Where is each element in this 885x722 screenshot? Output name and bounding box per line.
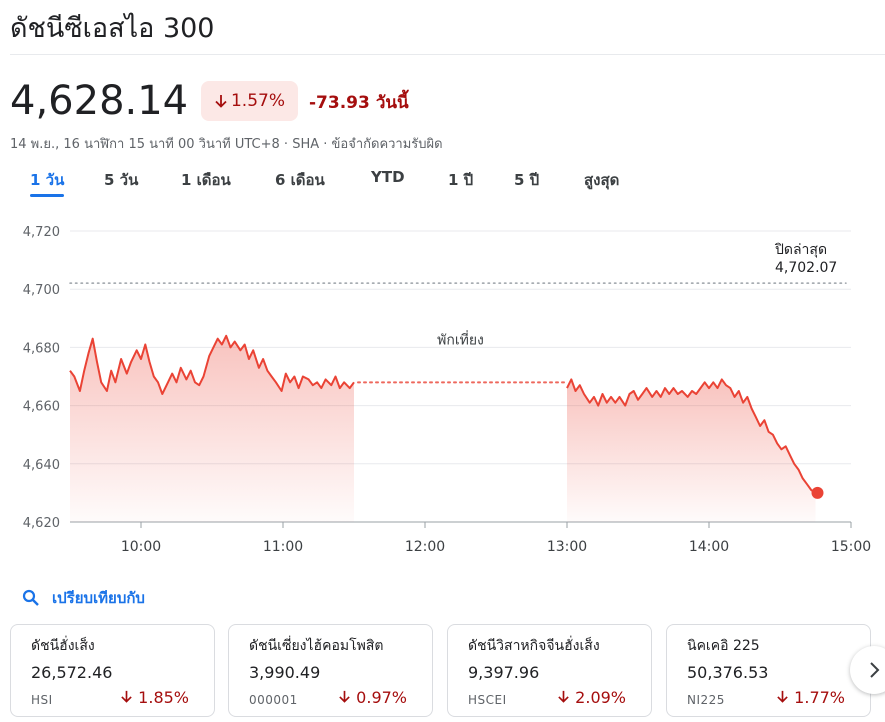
- arrow-down-icon: [558, 690, 569, 703]
- card-change-value: 2.09%: [575, 688, 626, 707]
- x-tick-label: 10:00: [121, 539, 161, 555]
- compare-label: เปรียบเทียบกับ: [52, 589, 145, 607]
- lunch-break-label: พักเที่ยง: [437, 330, 484, 348]
- card-name: ดัชนีฮั่งเส็ง: [31, 638, 95, 654]
- card-change-value: 1.77%: [794, 688, 845, 707]
- y-tick-label: 4,640: [23, 458, 60, 473]
- compare-link[interactable]: เปรียบเทียบกับ: [22, 586, 145, 610]
- previous-close-label: ปิดล่าสุด: [775, 242, 828, 258]
- price-line-morning: [69, 334, 355, 395]
- tab-1d[interactable]: 1 วัน: [30, 168, 65, 197]
- arrow-down-icon: [121, 690, 132, 703]
- card-ticker: NI225: [687, 693, 725, 707]
- quote-meta: 14 พ.ย., 16 นาฬิกา 15 นาที 00 วินาที UTC…: [10, 137, 443, 152]
- price-chart[interactable]: 4,720 4,700 4,680 4,660 4,640 4,620 10:00 11:00…: [0, 205, 885, 570]
- card-ticker: HSCEI: [468, 693, 507, 707]
- card-price: 50,376.53: [687, 663, 769, 682]
- x-tick-label: 12:00: [405, 539, 445, 555]
- range-tabs: 1 วัน 5 วัน 1 เดือน 6 เดือน YTD 1 ปี 5 ป…: [0, 168, 885, 198]
- x-tick-label: 14:00: [689, 539, 729, 555]
- tab-1m[interactable]: 1 เดือน: [181, 171, 231, 189]
- title-divider: [10, 54, 885, 55]
- last-price-dot: [811, 486, 824, 499]
- card-change: 1.77%: [776, 688, 845, 707]
- card-price: 26,572.46: [31, 663, 113, 682]
- tab-1y[interactable]: 1 ปี: [448, 171, 474, 189]
- x-tick-label: 13:00: [547, 539, 587, 555]
- change-percent-badge: 1.57%: [201, 81, 298, 121]
- card-name: ดัชนีวิสาหกิจจีนฮั่งเส็ง: [468, 638, 600, 654]
- change-absolute-value: -73.93: [309, 93, 370, 113]
- y-tick-label: 4,720: [23, 225, 60, 240]
- card-change: 1.85%: [120, 688, 189, 707]
- card-change: 0.97%: [338, 688, 407, 707]
- arrow-down-icon: [777, 690, 788, 703]
- search-icon: [22, 589, 39, 606]
- compare-card-hsi[interactable]: ดัชนีฮั่งเส็ง 26,572.46 HSI 1.85%: [10, 624, 215, 717]
- next-cards-button[interactable]: [850, 646, 885, 694]
- compare-card-hscei[interactable]: ดัชนีวิสาหกิจจีนฮั่งเส็ง 9,397.96 HSCEI …: [447, 624, 652, 717]
- card-ticker: 000001: [249, 693, 298, 707]
- card-price: 3,990.49: [249, 663, 321, 682]
- x-tick-label: 11:00: [263, 539, 303, 555]
- card-change: 2.09%: [557, 688, 626, 707]
- card-change-value: 0.97%: [356, 688, 407, 707]
- y-tick-label: 4,620: [23, 516, 60, 531]
- area-fill-afternoon: [567, 379, 816, 522]
- card-name: นิคเคอิ 225: [687, 638, 760, 654]
- tab-max[interactable]: สูงสุด: [584, 171, 620, 189]
- arrow-down-icon: [215, 95, 227, 108]
- arrow-down-icon: [339, 690, 350, 703]
- current-price: 4,628.14: [10, 78, 189, 124]
- compare-card-000001[interactable]: ดัชนีเซี่ยงไฮ้คอมโพสิต 3,990.49 000001 0…: [228, 624, 433, 717]
- change-absolute: -73.93 วันนี้: [309, 89, 409, 116]
- previous-close-value: 4,702.07: [775, 260, 837, 276]
- x-tick-label: 15:00: [831, 539, 871, 555]
- tab-ytd[interactable]: YTD: [371, 168, 405, 186]
- tab-6m[interactable]: 6 เดือน: [275, 171, 325, 189]
- price-line-afternoon: [566, 378, 817, 494]
- card-name: ดัชนีเซี่ยงไฮ้คอมโพสิต: [249, 638, 384, 654]
- card-change-value: 1.85%: [138, 688, 189, 707]
- tab-5d[interactable]: 5 วัน: [104, 171, 139, 189]
- card-price: 9,397.96: [468, 663, 540, 682]
- y-tick-label: 4,660: [23, 400, 60, 415]
- change-period: วันนี้: [375, 93, 409, 113]
- y-tick-label: 4,700: [23, 283, 60, 298]
- area-fill-morning: [70, 335, 354, 522]
- page-title: ดัชนีซีเอสไอ 300: [10, 13, 215, 44]
- card-ticker: HSI: [31, 693, 53, 707]
- compare-card-ni225[interactable]: นิคเคอิ 225 50,376.53 NI225 1.77%: [666, 624, 871, 717]
- change-percent: 1.57%: [230, 91, 285, 111]
- chevron-right-icon: [870, 662, 880, 678]
- tab-5y[interactable]: 5 ปี: [514, 171, 540, 189]
- y-tick-label: 4,680: [23, 341, 60, 356]
